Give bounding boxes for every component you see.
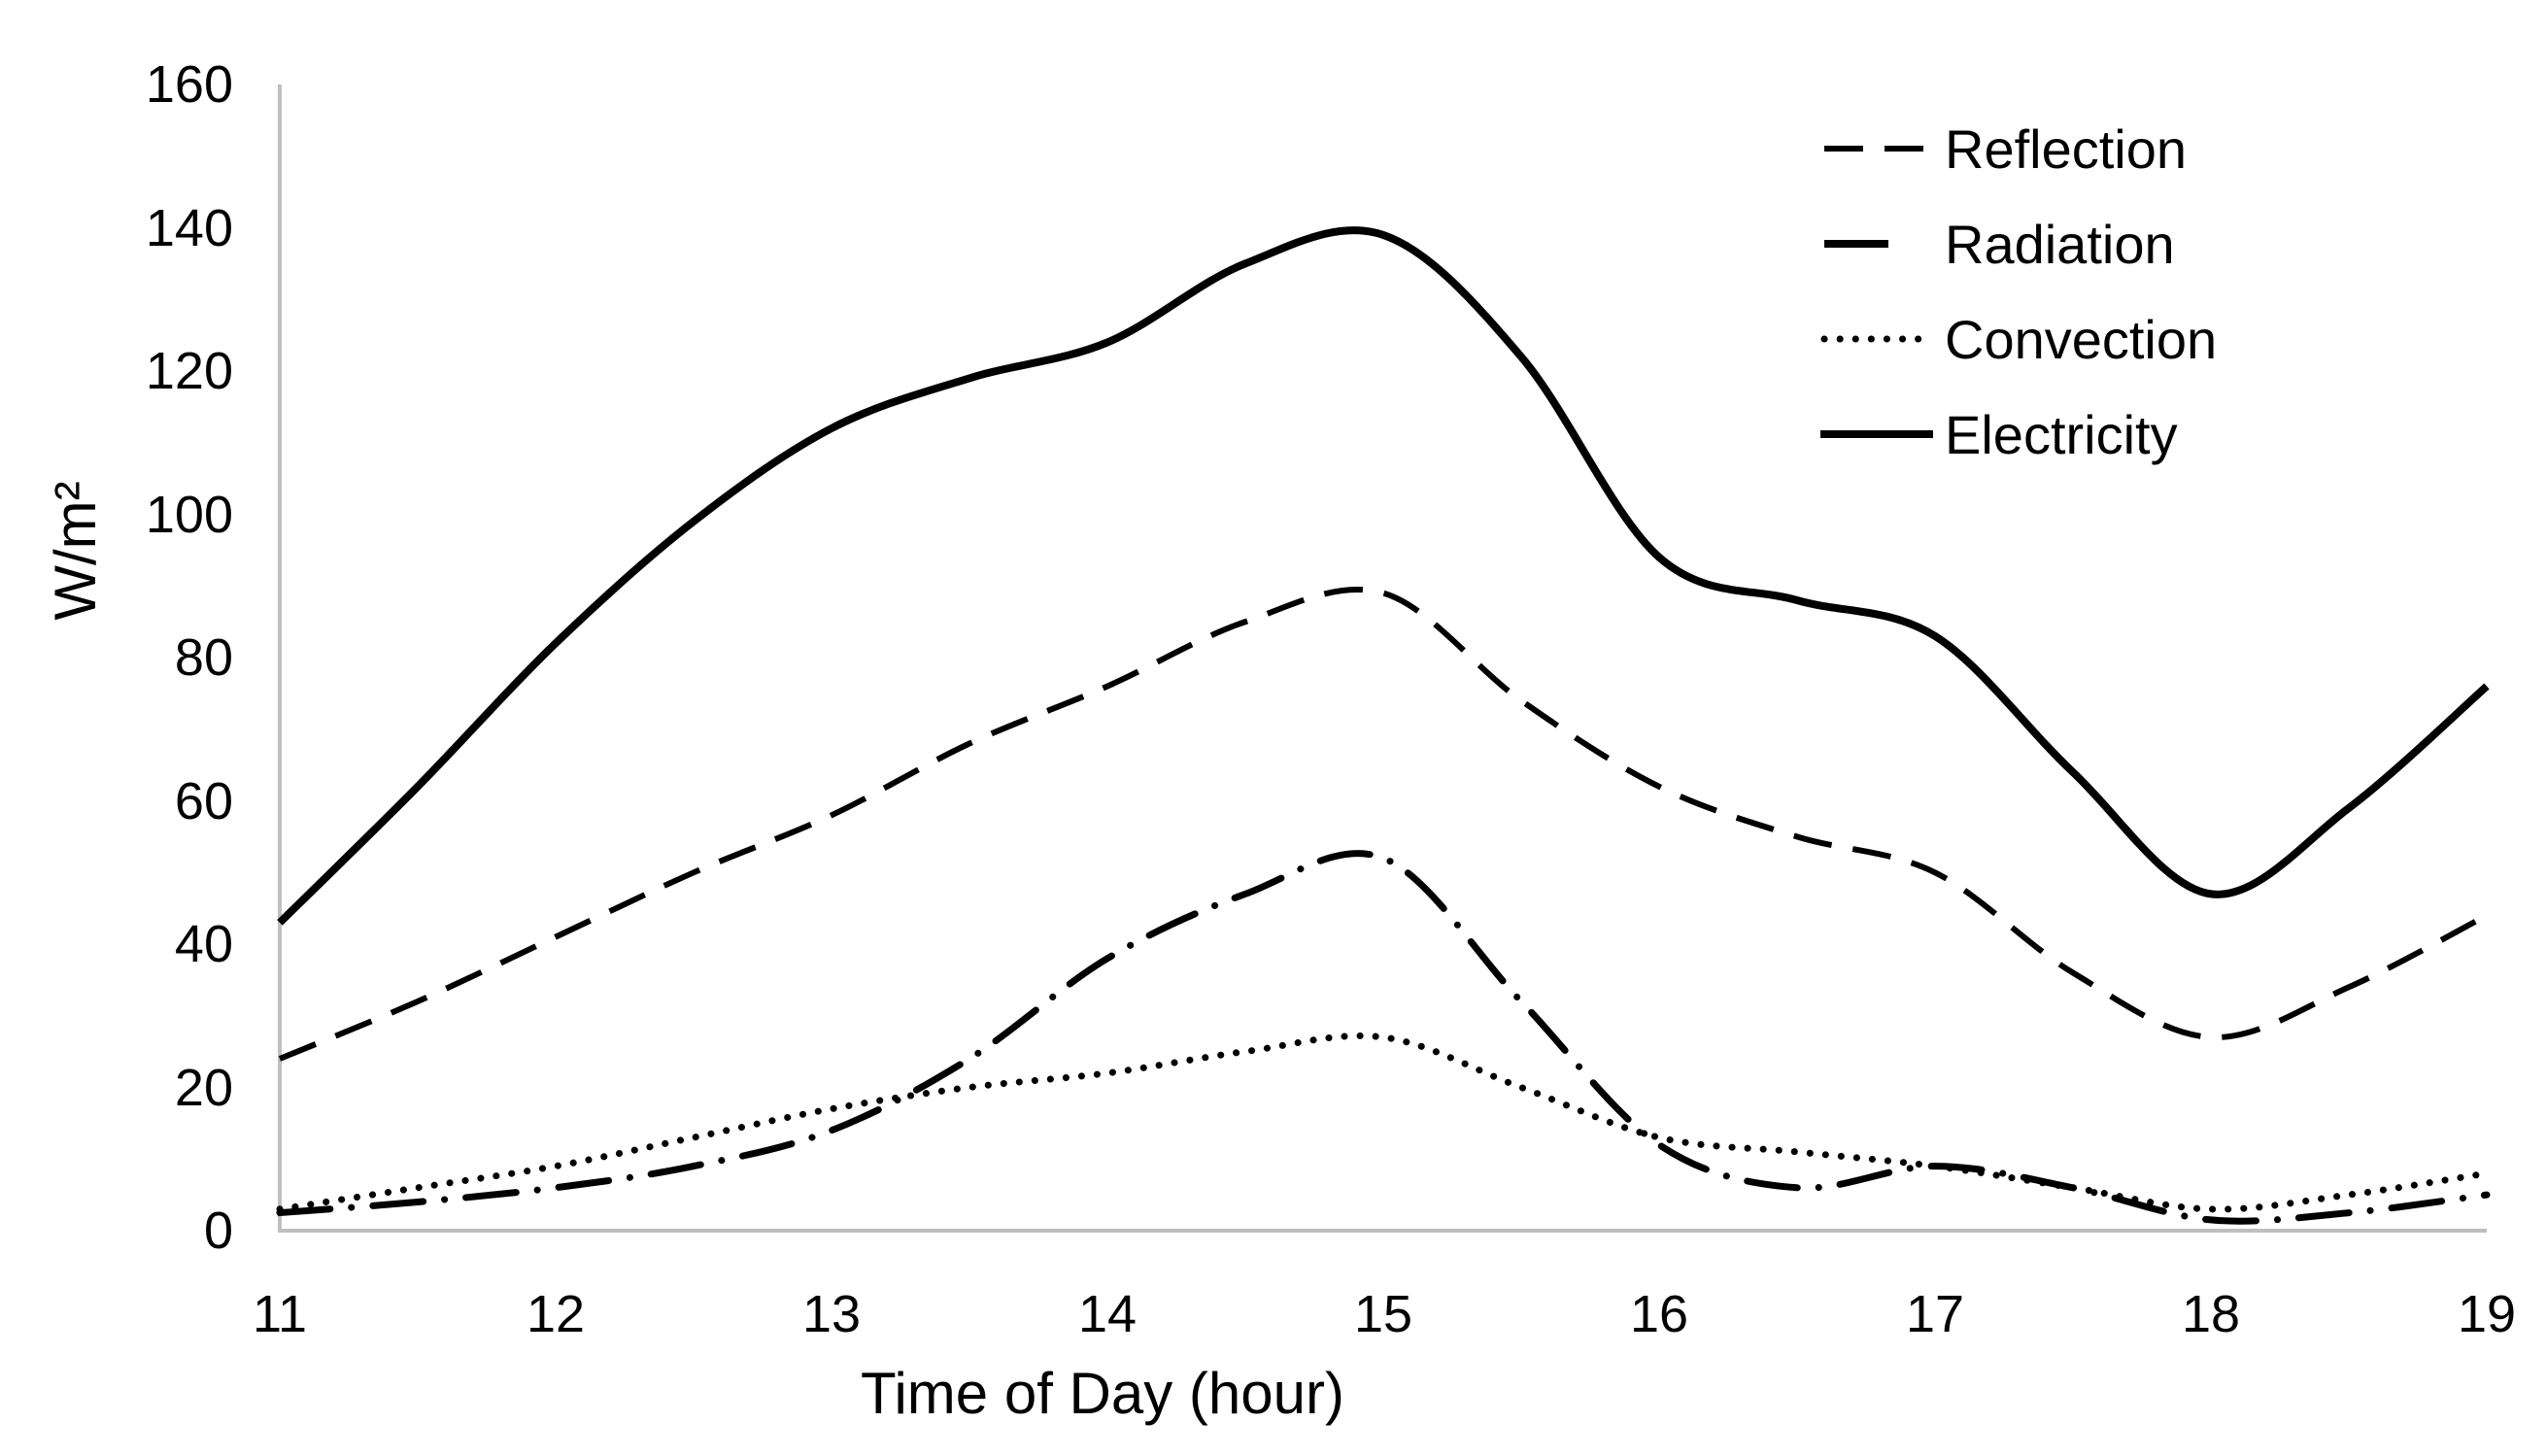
x-tick-label: 11: [252, 1285, 308, 1343]
y-tick-label: 100: [145, 485, 233, 544]
x-tick-label: 16: [1629, 1285, 1689, 1343]
legend-item-electricity: Electricity: [1818, 387, 2217, 482]
y-tick-label: 40: [174, 915, 233, 973]
legend-label: Reflection: [1945, 118, 2188, 180]
legend-item-reflection: Reflection: [1818, 101, 2217, 196]
x-tick-label: 18: [2181, 1285, 2241, 1343]
x-axis-title: Time of Day (hour): [861, 1361, 1344, 1426]
y-tick-label: 60: [174, 771, 233, 830]
y-tick-label: 160: [145, 55, 233, 114]
series-line-reflection: [278, 587, 2489, 1062]
x-tick-label: 19: [2457, 1285, 2517, 1343]
y-axis-title: W/m²: [43, 481, 108, 621]
y-tick-label: 80: [174, 628, 233, 687]
legend-label: Convection: [1945, 308, 2218, 370]
x-tick-label: 13: [801, 1285, 862, 1343]
legend-item-convection: Convection: [1818, 291, 2217, 387]
x-tick-label: 12: [526, 1285, 586, 1343]
x-tick-label: 14: [1077, 1285, 1138, 1343]
series-line-radiation: [276, 850, 2491, 1225]
series-line-convection: [276, 1032, 2491, 1213]
dotted-line-icon: [1820, 335, 1924, 343]
y-tick-label: 20: [174, 1058, 233, 1117]
dashed-line-icon: [1824, 146, 1923, 152]
legend: Reflection Radiation Convection Electric…: [1818, 101, 2217, 482]
y-tick-label: 0: [203, 1202, 233, 1260]
legend-label: Radiation: [1945, 213, 2175, 275]
long-dash-line-icon: [1824, 240, 1888, 248]
x-tick-label: 15: [1353, 1285, 1413, 1343]
axis-lines: [278, 85, 2487, 1233]
solid-line-icon: [1820, 430, 1933, 438]
legend-item-radiation: Radiation: [1818, 196, 2217, 291]
x-tick-label: 17: [1905, 1285, 1965, 1343]
y-tick-label: 120: [145, 342, 233, 400]
series-line-electricity: [277, 226, 2490, 926]
y-tick-label: 140: [145, 198, 233, 257]
legend-label: Electricity: [1945, 403, 2178, 465]
